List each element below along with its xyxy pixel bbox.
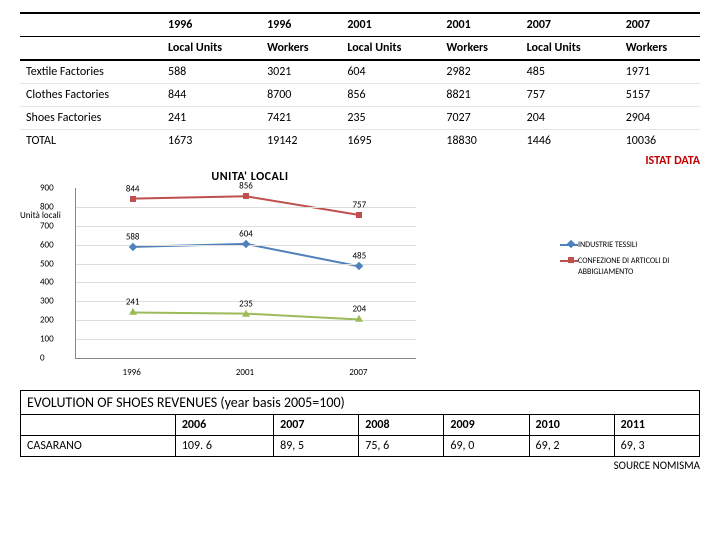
row-label: Clothes Factories — [20, 84, 162, 107]
cell: 844 — [162, 84, 261, 107]
year-header: 2007 — [620, 13, 700, 37]
sub-header: Local Units — [341, 37, 440, 61]
data-label: 856 — [239, 181, 253, 192]
cell: 204 — [521, 107, 620, 130]
row-label: TOTAL — [20, 130, 162, 153]
sub-header: Workers — [620, 37, 700, 61]
y-tick: 800 — [40, 201, 54, 212]
cell: 604 — [341, 60, 440, 84]
cell: 8700 — [261, 84, 341, 107]
data-label: 757 — [352, 200, 366, 211]
y-tick: 0 — [40, 353, 45, 364]
cell: 757 — [521, 84, 620, 107]
year-col: 2007 — [274, 415, 359, 436]
cell: 241 — [162, 107, 261, 130]
x-tick: 2007 — [349, 367, 367, 378]
source-label: SOURCE NOMISMA — [20, 459, 700, 472]
data-label: 588 — [126, 232, 140, 243]
cell: 10036 — [620, 130, 700, 153]
row-label: CASARANO — [21, 436, 176, 457]
cell: 485 — [521, 60, 620, 84]
cell: 89, 5 — [274, 436, 359, 457]
year-col: 2009 — [444, 415, 529, 436]
cell: 19142 — [261, 130, 341, 153]
chart-legend: INDUSTRIE TESSILI CONFEZIONE DI ARTICOLI … — [560, 240, 700, 283]
year-col: 2010 — [529, 415, 614, 436]
data-label: 235 — [239, 298, 253, 309]
row-label: Shoes Factories — [20, 107, 162, 130]
cell: 18830 — [440, 130, 520, 153]
sub-header: Workers — [440, 37, 520, 61]
data-label: 485 — [352, 251, 366, 262]
cell: 1446 — [521, 130, 620, 153]
row-label: Textile Factories — [20, 60, 162, 84]
cell: 69, 0 — [444, 436, 529, 457]
cell: 7027 — [440, 107, 520, 130]
year-header: 2001 — [440, 13, 520, 37]
cell: 1971 — [620, 60, 700, 84]
cell: 235 — [341, 107, 440, 130]
x-tick: 1996 — [123, 367, 141, 378]
year-col: 2008 — [359, 415, 444, 436]
y-tick: 500 — [40, 258, 54, 269]
cell: 588 — [162, 60, 261, 84]
year-header: 1996 — [162, 13, 261, 37]
data-label: 844 — [126, 183, 140, 194]
cell: 75, 6 — [359, 436, 444, 457]
year-col: 2011 — [614, 415, 699, 436]
istat-label: ISTAT DATA — [20, 154, 700, 168]
y-tick: 300 — [40, 296, 54, 307]
legend-item: INDUSTRIE TESSILI — [560, 240, 700, 250]
industries-table: 199619962001200120072007 Local UnitsWork… — [20, 12, 700, 152]
y-tick: 200 — [40, 315, 54, 326]
year-col: 2006 — [175, 415, 273, 436]
y-tick: 100 — [40, 334, 54, 345]
data-label: 604 — [239, 229, 253, 240]
revenues-title: EVOLUTION OF SHOES REVENUES (year basis … — [21, 391, 700, 415]
cell: 69, 3 — [614, 436, 699, 457]
cell: 1673 — [162, 130, 261, 153]
cell: 109. 6 — [175, 436, 273, 457]
cell: 2904 — [620, 107, 700, 130]
y-tick: 400 — [40, 277, 54, 288]
legend-item: CONFEZIONE DI ARTICOLI DI ABBIGLIAMENTO — [560, 256, 700, 277]
y-tick: 600 — [40, 239, 54, 250]
cell: 69, 2 — [529, 436, 614, 457]
y-tick: 900 — [40, 183, 54, 194]
y-tick: 700 — [40, 220, 54, 231]
data-label: 241 — [126, 297, 140, 308]
revenues-table: EVOLUTION OF SHOES REVENUES (year basis … — [20, 390, 700, 457]
sub-header: Workers — [261, 37, 341, 61]
data-label: 204 — [352, 304, 366, 315]
cell: 3021 — [261, 60, 341, 84]
year-header: 2007 — [521, 13, 620, 37]
x-tick: 2001 — [236, 367, 254, 378]
sub-header: Local Units — [162, 37, 261, 61]
sub-header: Local Units — [521, 37, 620, 61]
local-units-chart: UNITA' LOCALI Unità locali 5886044858448… — [20, 170, 580, 380]
cell: 856 — [341, 84, 440, 107]
cell: 5157 — [620, 84, 700, 107]
cell: 2982 — [440, 60, 520, 84]
year-header: 2001 — [341, 13, 440, 37]
cell: 8821 — [440, 84, 520, 107]
cell: 1695 — [341, 130, 440, 153]
cell: 7421 — [261, 107, 341, 130]
year-header: 1996 — [261, 13, 341, 37]
